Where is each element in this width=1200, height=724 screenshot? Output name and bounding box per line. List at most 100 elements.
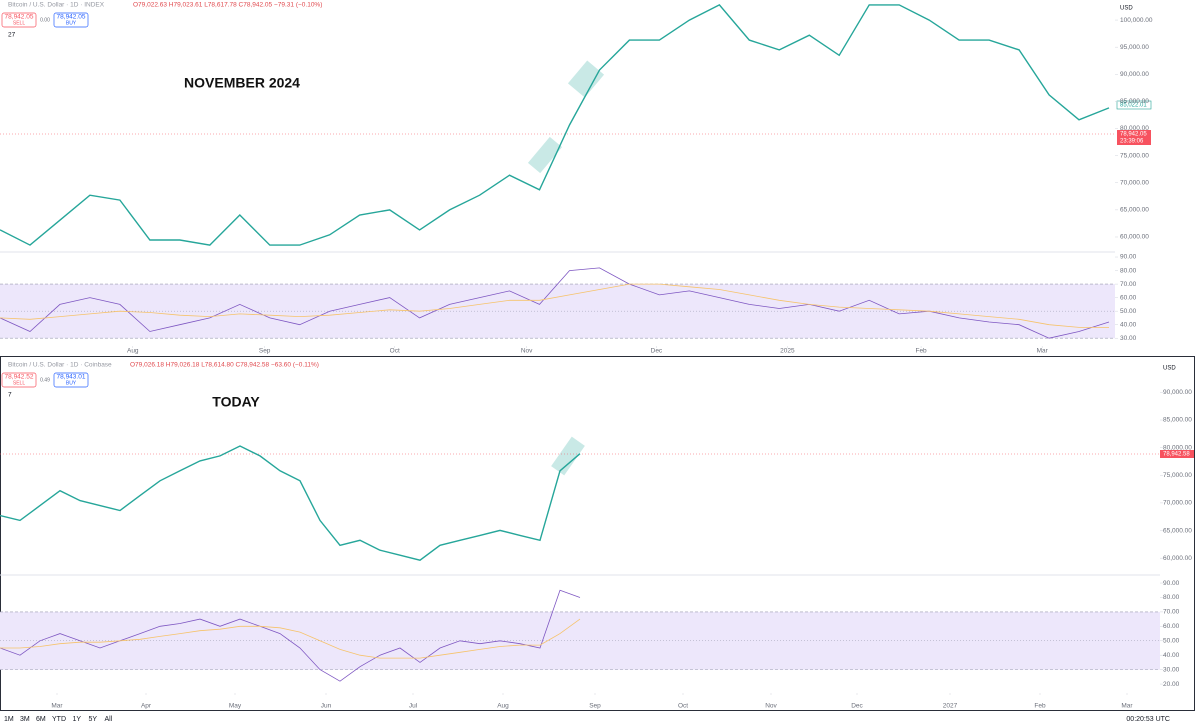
x-tick-label: Feb [915, 348, 927, 355]
x-tick-label: Dec [651, 348, 663, 355]
price-tag [1116, 100, 1152, 110]
y-tick-label: 80,000.00 [1163, 444, 1192, 451]
y-tick-label: 80.00 [1163, 594, 1180, 601]
buy-label: BUY [66, 380, 77, 386]
x-tick-label: Nov [765, 703, 777, 710]
y-tick-label: 90.00 [1163, 580, 1180, 587]
highlight-box [527, 136, 563, 174]
y-tick-label: 75,000.00 [1163, 472, 1192, 479]
price-line [0, 445, 581, 561]
highlight-box [567, 60, 605, 98]
sell-price: 78,942.52 [5, 374, 34, 381]
range-button[interactable]: 1M [4, 716, 14, 723]
range-button[interactable]: All [105, 716, 113, 723]
currency: USD [1163, 366, 1176, 372]
y-tick-label: 50.00 [1120, 308, 1137, 315]
y-tick-label: 80.00 [1120, 267, 1137, 274]
clock: 00:20:53 UTC [1126, 716, 1170, 723]
indicator-count: 27 [8, 32, 16, 39]
y-tick-label: 30.00 [1120, 335, 1137, 342]
annotation: NOVEMBER 2024 [184, 75, 300, 91]
y-tick-label: 85,000.00 [1120, 98, 1149, 105]
x-tick-label: May [229, 703, 242, 710]
rsi-band [0, 284, 1115, 339]
range-button[interactable]: 1Y [73, 716, 82, 723]
y-tick-label: 70.00 [1120, 281, 1137, 288]
y-tick-label: 95,000.00 [1120, 44, 1149, 51]
y-tick-label: 75,000.00 [1120, 152, 1149, 159]
x-tick-label: Sep [589, 703, 601, 710]
buy-button [53, 12, 89, 28]
y-tick-label: 60.00 [1163, 623, 1180, 630]
y-tick-label: 65,000.00 [1163, 527, 1192, 534]
x-tick-label: Mar [1121, 703, 1133, 710]
price-tag-text: 78,942.58 [1163, 452, 1190, 458]
rsi-line [0, 618, 581, 659]
y-tick-label: 20.00 [1163, 681, 1180, 688]
x-tick-label: Oct [678, 703, 688, 710]
indicator-count: 7 [8, 392, 12, 399]
y-tick-label: 50.00 [1163, 637, 1180, 644]
sell-button [1, 12, 37, 28]
panel-border [0, 356, 1195, 711]
range-button[interactable]: 6M [36, 716, 46, 723]
rsi-line [0, 589, 581, 682]
y-tick-label: 30.00 [1163, 666, 1180, 673]
y-tick-label: 70.00 [1163, 609, 1180, 616]
x-tick-label: Oct [390, 348, 400, 355]
sell-label: SELL [13, 380, 25, 386]
x-tick-label: Jul [409, 703, 418, 710]
y-tick-label: 70,000.00 [1163, 500, 1192, 507]
annotation: TODAY [212, 394, 260, 410]
y-tick-label: 90.00 [1120, 254, 1137, 261]
price-line [0, 4, 1110, 246]
highlight-box [551, 436, 585, 476]
y-tick-label: 85,000.00 [1163, 417, 1192, 424]
price-tag [1117, 130, 1151, 138]
y-tick-label: 40.00 [1163, 652, 1180, 659]
symbol: Bitcoin / U.S. Dollar · 1D · Coinbase [8, 362, 112, 369]
sell-label: SELL [13, 20, 25, 26]
y-tick-label: 60,000.00 [1120, 234, 1149, 241]
range-button[interactable]: 3M [20, 716, 30, 723]
ohlc: O79,026.18 H79,026.18 L78,614.80 C78,942… [130, 362, 319, 369]
buy-label: BUY [66, 20, 77, 26]
buy-price: 78,942.05 [57, 14, 86, 21]
sell-button [1, 372, 37, 388]
price-tag [1160, 450, 1194, 458]
symbol: Bitcoin / U.S. Dollar · 1D · INDEX [8, 2, 105, 9]
spread: 0.49 [40, 377, 50, 383]
sell-price: 78,942.05 [5, 14, 34, 21]
price-tag-text: 78,942.05 [1120, 132, 1147, 138]
rsi-line [0, 267, 1110, 339]
x-tick-label: Aug [127, 348, 139, 355]
y-tick-label: 60.00 [1120, 294, 1137, 301]
buy-button [53, 372, 89, 388]
y-tick-label: 90,000.00 [1120, 71, 1149, 78]
x-tick-label: Jun [321, 703, 332, 710]
y-tick-label: 80,000.00 [1120, 125, 1149, 132]
x-tick-label: Feb [1034, 703, 1046, 710]
x-tick-label: Aug [497, 703, 509, 710]
y-tick-label: 70,000.00 [1120, 179, 1149, 186]
y-tick-label: 90,000.00 [1163, 389, 1192, 396]
x-tick-label: Dec [851, 703, 863, 710]
y-tick-label: 40.00 [1120, 321, 1137, 328]
currency: USD [1120, 6, 1133, 12]
range-button[interactable]: YTD [52, 716, 66, 723]
y-tick-label: 65,000.00 [1120, 207, 1149, 214]
price-tag-text: 23:39:06 [1120, 139, 1144, 145]
ohlc: O79,022.63 H79,023.61 L78,617.78 C78,942… [133, 2, 322, 9]
x-tick-label: Mar [1037, 348, 1049, 355]
x-tick-label: 2027 [943, 703, 958, 710]
x-tick-label: Nov [521, 348, 533, 355]
spread: 0.00 [40, 17, 50, 23]
buy-price: 78,943.01 [57, 374, 86, 381]
y-tick-label: 60,000.00 [1163, 555, 1192, 562]
range-button[interactable]: 5Y [89, 716, 98, 723]
x-tick-label: 2025 [780, 348, 795, 355]
y-tick-label: 100,000.00 [1120, 17, 1153, 24]
x-tick-label: Mar [51, 703, 63, 710]
